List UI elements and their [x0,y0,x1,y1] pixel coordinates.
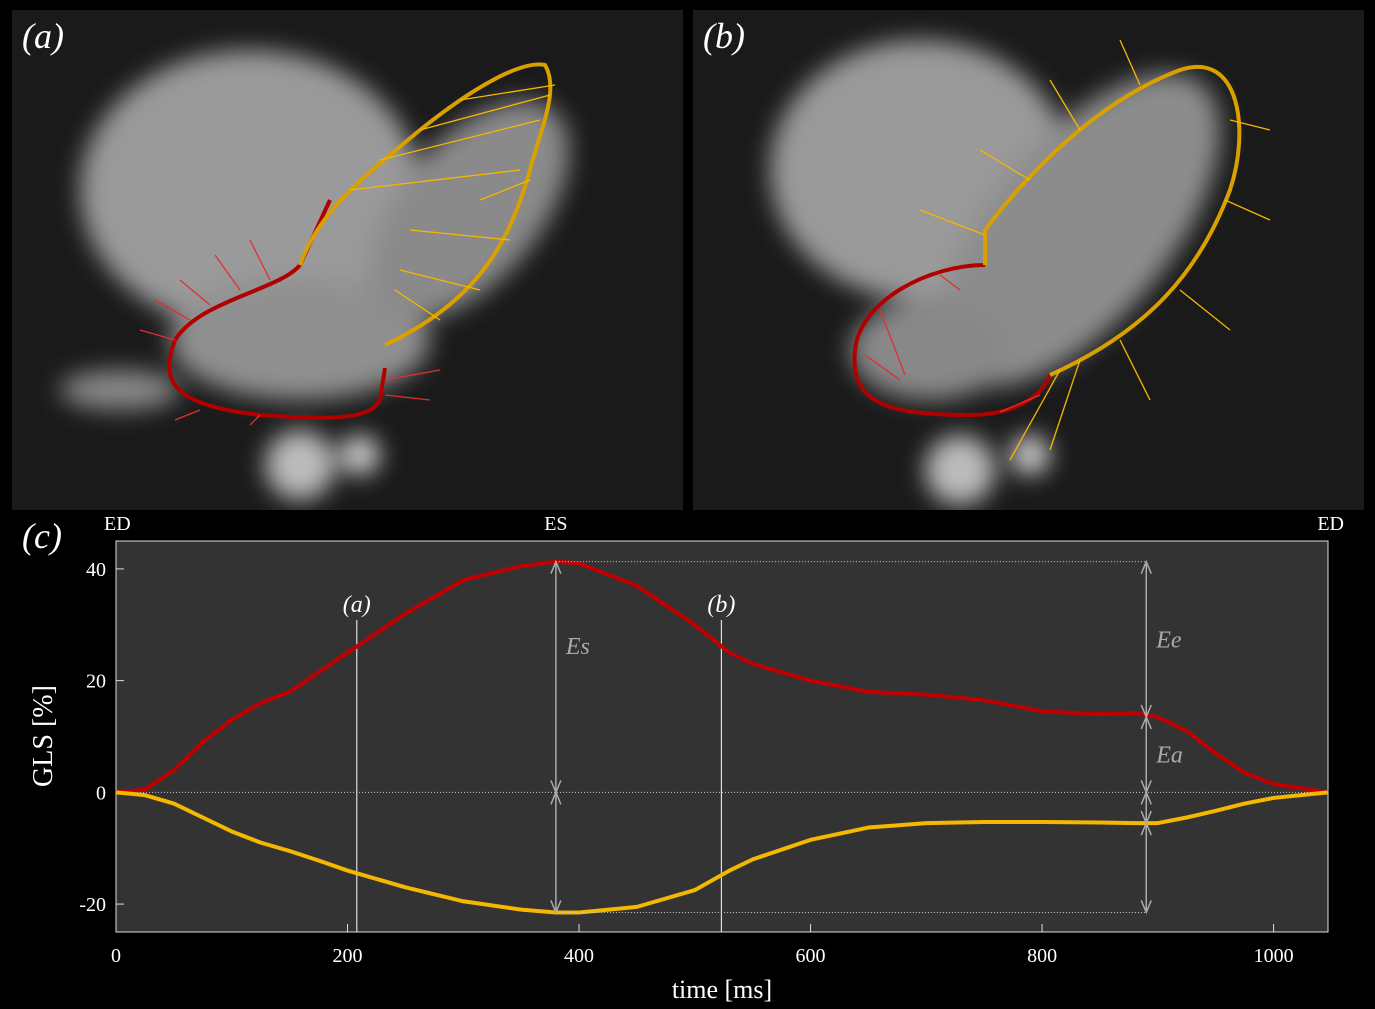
y-axis-label: GLS [%] [28,685,59,787]
series-line [115,559,1329,795]
y-tick-label: 40 [86,559,106,581]
mri-image-a [12,10,683,510]
annotation: Es [565,634,590,660]
mri-image-b [693,10,1364,510]
arrow-head [550,559,562,574]
x-tick-label: 400 [564,945,594,967]
phase-marker: ED [1317,513,1344,535]
panel-label: (b) [703,16,745,56]
phase-marker: ES [544,513,567,535]
time-line-label: (a) [343,592,371,618]
arrow-head [550,900,562,915]
series-line [115,790,1329,915]
arrow-head [1140,900,1152,915]
arrow-head [1140,559,1152,574]
arrow-head [1140,821,1152,836]
annotation: Ea [1155,743,1183,769]
annotation: Ee [1155,627,1182,653]
x-tick-label: 800 [1027,945,1057,967]
x-tick-label: 1000 [1254,945,1294,967]
y-tick-label: -20 [79,894,106,916]
phase-marker: ED [104,513,131,535]
panel-label: (c) [22,516,62,556]
y-tick-label: 20 [86,671,106,693]
arrow-head [550,790,562,805]
arrow-head [1140,790,1152,805]
x-tick-label: 0 [111,945,121,967]
x-tick-label: 200 [333,945,363,967]
x-axis-label: time [ms] [672,975,772,1004]
x-tick-label: 600 [796,945,826,967]
arrow-head [1140,715,1152,730]
time-line-label: (b) [707,592,735,618]
panel-label: (a) [22,16,64,56]
y-tick-label: 0 [96,782,106,804]
